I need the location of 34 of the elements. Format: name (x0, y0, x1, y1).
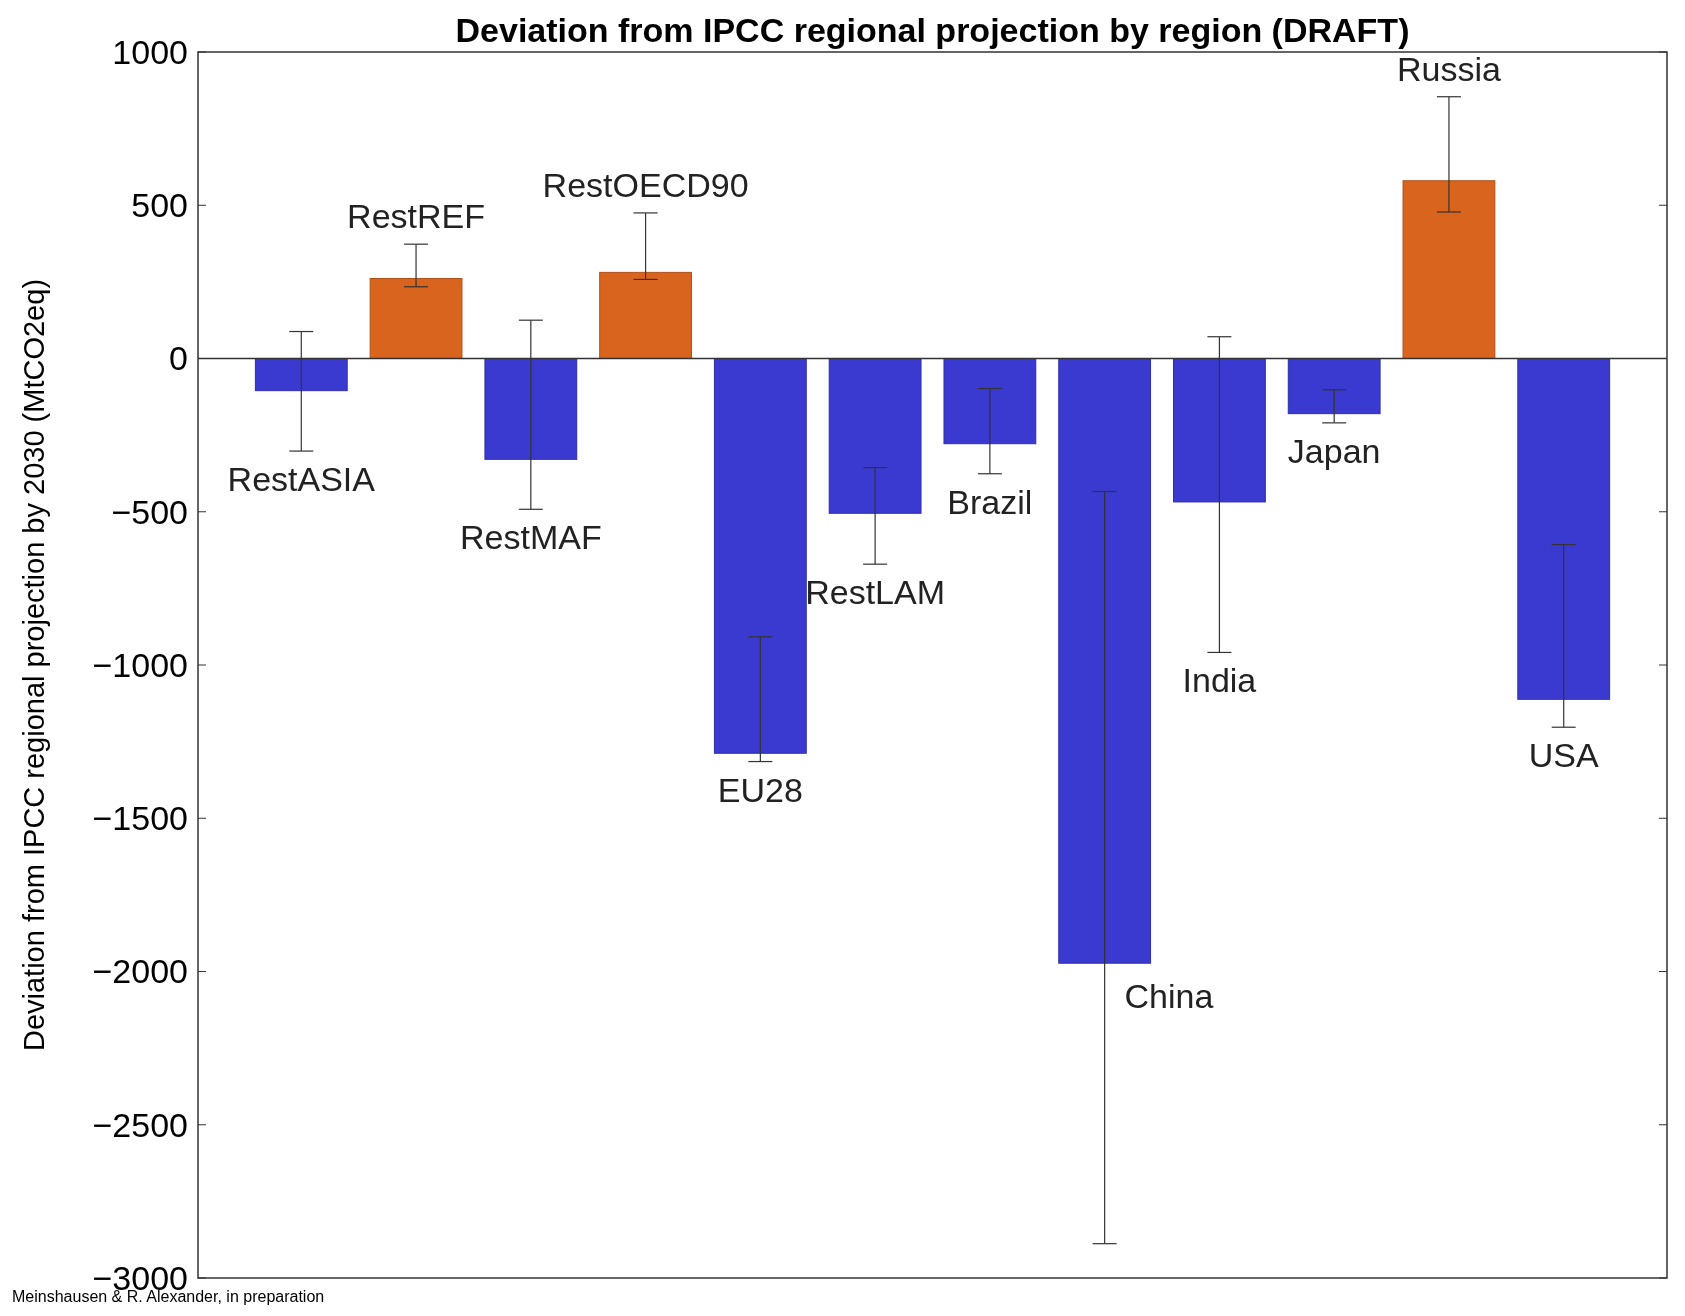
y-tick-label: −2500 (92, 1105, 188, 1144)
x-tick-label: RestOECD90 (542, 165, 749, 204)
bar (1402, 180, 1496, 359)
y-tick-label: 1000 (112, 32, 188, 71)
chart-title: Deviation from IPCC regional projection by region (DRAFT) (455, 11, 1410, 49)
bar (599, 271, 692, 359)
x-tick-label: Brazil (947, 482, 1033, 521)
y-tick-label: −500 (111, 492, 188, 531)
y-tick-label: −1000 (92, 645, 188, 684)
bar (1517, 358, 1611, 700)
x-tick-label: USA (1528, 736, 1599, 775)
bar (713, 358, 807, 754)
bar (254, 358, 348, 392)
x-tick-label: Russia (1396, 49, 1501, 88)
bar (943, 358, 1037, 445)
bar (1173, 358, 1266, 503)
bar (1287, 358, 1381, 415)
x-tick-label: China (1124, 977, 1214, 1016)
y-tick-label: 0 (169, 339, 188, 378)
bar (369, 278, 463, 359)
y-tick-label: −2000 (92, 952, 188, 991)
bar (828, 358, 922, 514)
y-tick-label: −1500 (92, 799, 188, 838)
x-tick-label: Japan (1287, 431, 1381, 470)
y-tick-label: 500 (131, 186, 188, 225)
bar (1058, 358, 1152, 964)
x-tick-label: RestLAM (805, 573, 946, 612)
x-tick-label: RestASIA (227, 460, 376, 499)
x-tick-label: India (1182, 661, 1257, 700)
bar (484, 358, 578, 460)
x-tick-label: EU28 (717, 770, 803, 809)
x-tick-label: RestMAF (459, 518, 602, 557)
y-axis-title: Deviation from IPCC regional projection by 2030 (MtCO2eq) (18, 278, 50, 1052)
x-tick-label: RestREF (347, 197, 486, 236)
